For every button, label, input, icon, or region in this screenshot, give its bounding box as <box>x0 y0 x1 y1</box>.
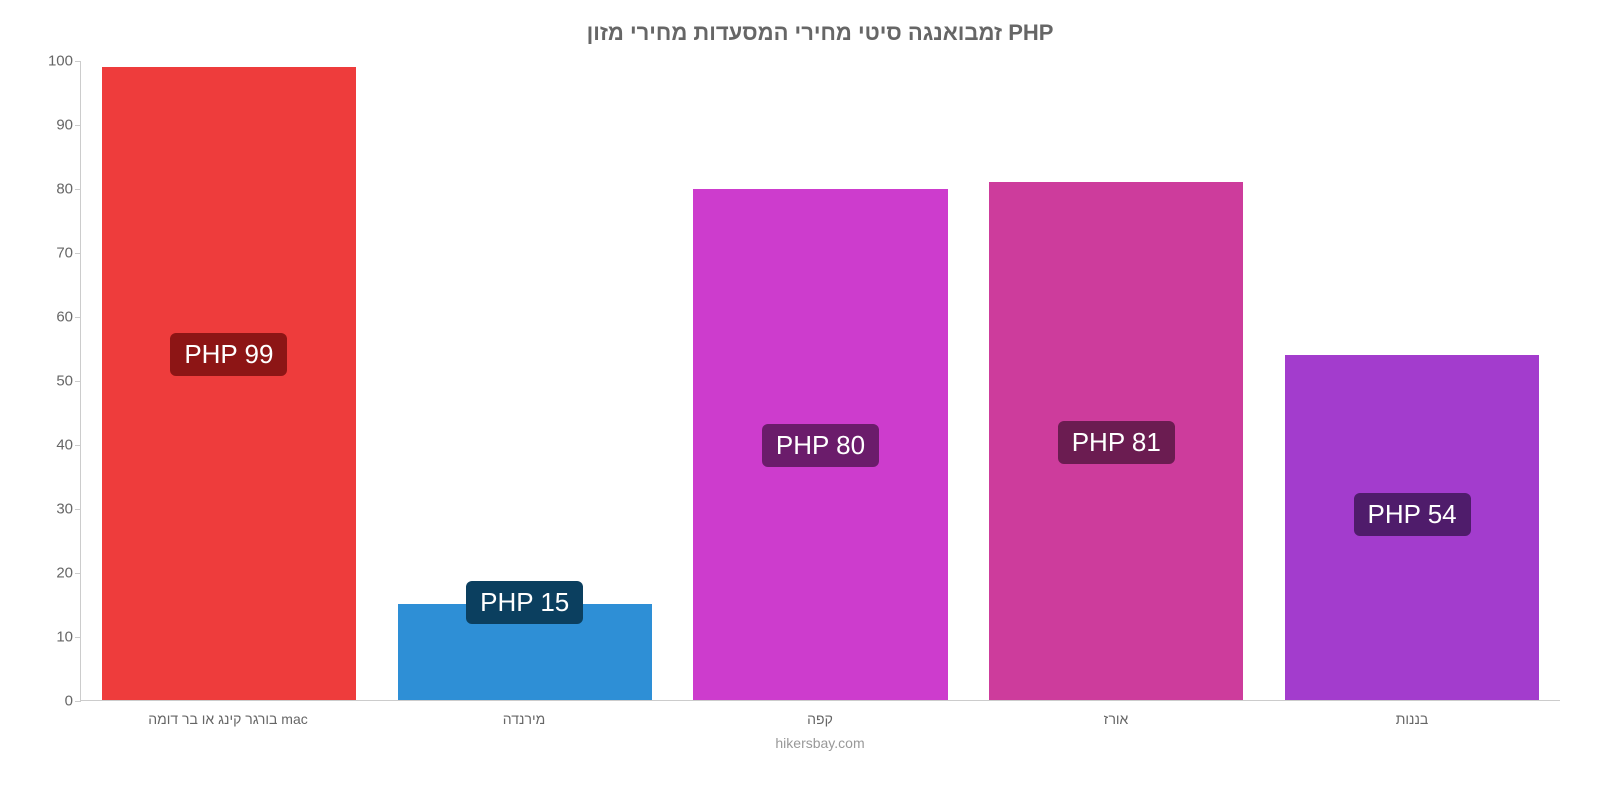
value-badge: PHP 15 <box>466 581 583 624</box>
bar: PHP 15 <box>398 604 652 700</box>
x-axis-label: בורגר קינג או בר דומה mac <box>80 711 376 727</box>
plot-area: 0102030405060708090100 PHP 99PHP 15PHP 8… <box>80 61 1560 701</box>
y-axis-tick <box>75 701 81 702</box>
bar: PHP 81 <box>989 182 1243 700</box>
bar: PHP 54 <box>1285 355 1539 700</box>
y-axis-tick-label: 50 <box>56 373 73 390</box>
x-axis-labels: בורגר קינג או בר דומה macמירנדהקפהאורזבנ… <box>80 711 1560 727</box>
bar-slot: PHP 54 <box>1264 61 1560 700</box>
value-badge: PHP 54 <box>1354 493 1471 536</box>
bars-wrapper: PHP 99 PHP 15 PHP 80 PHP 81 PHP 54 <box>81 61 1560 700</box>
y-axis-tick-label: 70 <box>56 245 73 262</box>
chart-container: זמבואנגה סיטי מחירי המסעדות מחירי מזון P… <box>20 0 1580 780</box>
y-axis-tick-label: 90 <box>56 117 73 134</box>
value-badge: PHP 99 <box>170 333 287 376</box>
bar-slot: PHP 15 <box>377 61 673 700</box>
x-axis-label: מירנדה <box>376 711 672 727</box>
x-axis-label: קפה <box>672 711 968 727</box>
value-badge: PHP 81 <box>1058 421 1175 464</box>
y-axis-tick-label: 30 <box>56 501 73 518</box>
bar-slot: PHP 81 <box>968 61 1264 700</box>
x-axis-label: בננות <box>1264 711 1560 727</box>
y-axis-tick-label: 100 <box>48 53 73 70</box>
y-axis-tick-label: 80 <box>56 181 73 198</box>
y-axis-tick-label: 0 <box>65 693 73 710</box>
chart-footer: hikersbay.com <box>80 735 1560 751</box>
y-axis-tick-label: 20 <box>56 565 73 582</box>
y-axis-tick-label: 60 <box>56 309 73 326</box>
x-axis-label: אורז <box>968 711 1264 727</box>
bar: PHP 80 <box>693 189 947 700</box>
y-axis-tick-label: 10 <box>56 629 73 646</box>
bar-slot: PHP 80 <box>673 61 969 700</box>
bar: PHP 99 <box>102 67 356 700</box>
chart-title: זמבואנגה סיטי מחירי המסעדות מחירי מזון P… <box>80 20 1560 46</box>
bar-slot: PHP 99 <box>81 61 377 700</box>
y-axis-tick-label: 40 <box>56 437 73 454</box>
value-badge: PHP 80 <box>762 424 879 467</box>
